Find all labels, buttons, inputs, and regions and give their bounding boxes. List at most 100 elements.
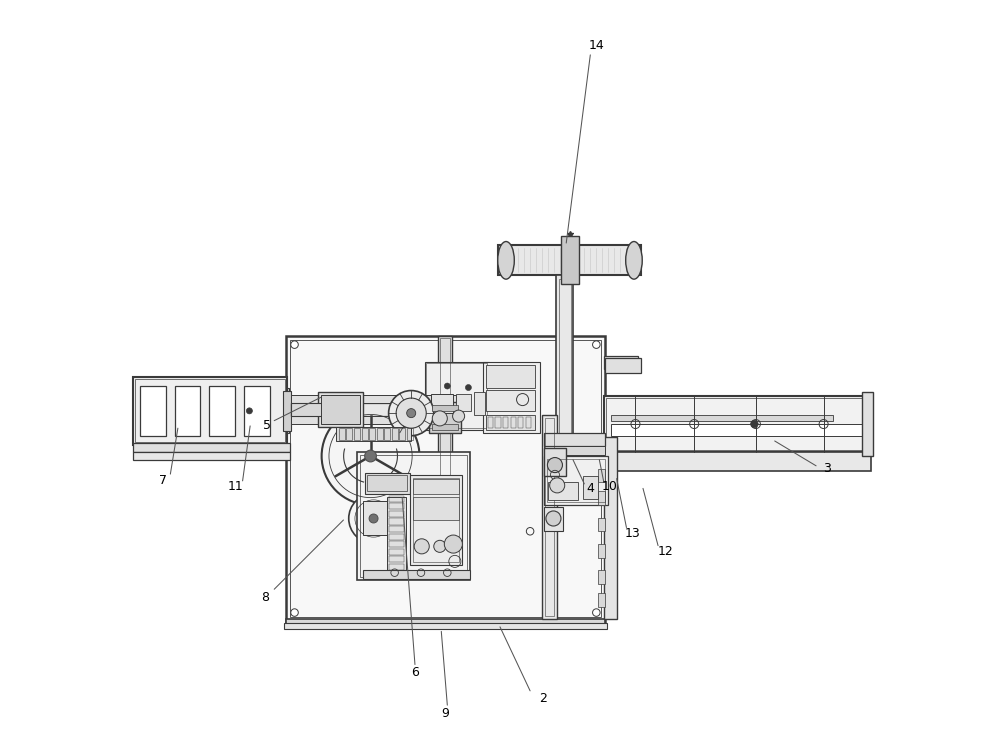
Bar [547, 459, 605, 502]
Text: 9: 9 [441, 707, 449, 720]
Circle shape [389, 391, 434, 436]
Text: 3: 3 [823, 462, 831, 475]
Bar [425, 362, 489, 430]
Bar [360, 455, 467, 578]
Circle shape [369, 514, 378, 523]
Bar [321, 395, 360, 424]
Bar [407, 428, 413, 440]
Circle shape [547, 458, 562, 473]
Bar [544, 507, 563, 532]
Bar [544, 433, 605, 446]
Circle shape [396, 398, 426, 428]
Bar [474, 392, 485, 415]
Bar [291, 395, 456, 403]
Bar [387, 498, 406, 573]
Bar [518, 417, 523, 428]
Bar [456, 394, 471, 411]
Bar [548, 482, 578, 501]
Text: 2: 2 [539, 692, 547, 705]
Circle shape [444, 535, 462, 553]
Bar [286, 336, 605, 621]
Text: 14: 14 [588, 39, 604, 52]
Text: 4: 4 [586, 482, 594, 495]
Circle shape [365, 450, 376, 462]
Bar [389, 519, 404, 525]
Bar [389, 549, 404, 555]
Bar [133, 452, 290, 460]
Bar [583, 477, 598, 499]
Bar [556, 275, 573, 441]
Bar [605, 358, 641, 373]
Bar [392, 428, 398, 440]
Bar [598, 571, 605, 584]
Bar [363, 570, 470, 579]
Bar [598, 544, 605, 558]
Circle shape [407, 409, 416, 418]
Bar [354, 428, 360, 440]
Circle shape [349, 494, 398, 544]
Bar [389, 541, 404, 547]
Bar [498, 245, 641, 275]
Bar [339, 428, 345, 440]
Bar [389, 504, 404, 510]
Bar [604, 356, 638, 369]
Bar [336, 428, 411, 441]
Bar [377, 428, 383, 440]
Circle shape [414, 539, 429, 554]
Circle shape [593, 608, 600, 616]
Bar [291, 403, 456, 416]
Bar [426, 363, 487, 428]
Bar [511, 417, 516, 428]
Bar [545, 418, 554, 616]
Bar [357, 452, 470, 581]
Bar [611, 415, 833, 421]
Circle shape [291, 608, 298, 616]
Bar [432, 405, 458, 411]
Bar [559, 279, 571, 437]
Bar [133, 443, 290, 452]
Text: 13: 13 [625, 527, 640, 540]
Circle shape [291, 341, 298, 348]
Bar [244, 386, 270, 436]
Text: 10: 10 [601, 480, 617, 492]
Ellipse shape [498, 241, 514, 279]
Bar [606, 398, 869, 450]
Circle shape [246, 408, 252, 414]
Bar [286, 619, 605, 625]
Bar [135, 379, 285, 443]
Circle shape [434, 541, 446, 553]
Bar [542, 415, 557, 619]
Bar [561, 236, 579, 284]
Bar [413, 479, 459, 494]
Bar [486, 390, 535, 411]
Bar [544, 456, 608, 505]
Circle shape [550, 478, 565, 493]
Bar [483, 362, 540, 434]
Bar [283, 391, 291, 431]
Text: 11: 11 [227, 480, 243, 492]
Bar [384, 428, 390, 440]
Text: 7: 7 [159, 474, 167, 486]
Bar [544, 448, 566, 477]
Bar [413, 478, 459, 562]
Bar [598, 469, 605, 483]
Bar [389, 511, 404, 517]
Bar [291, 403, 322, 416]
Bar [429, 402, 461, 434]
Bar [284, 623, 607, 629]
Bar [486, 365, 535, 388]
Bar [399, 428, 405, 440]
Bar [362, 428, 368, 440]
Bar [389, 526, 404, 532]
Text: 8: 8 [261, 591, 269, 604]
Bar [526, 417, 531, 428]
Circle shape [444, 383, 450, 389]
Bar [604, 396, 871, 452]
Bar [346, 428, 352, 440]
Ellipse shape [626, 241, 642, 279]
Bar [503, 417, 508, 428]
Circle shape [751, 420, 758, 428]
Bar [431, 394, 453, 413]
Bar [318, 392, 363, 427]
Bar [413, 498, 459, 520]
